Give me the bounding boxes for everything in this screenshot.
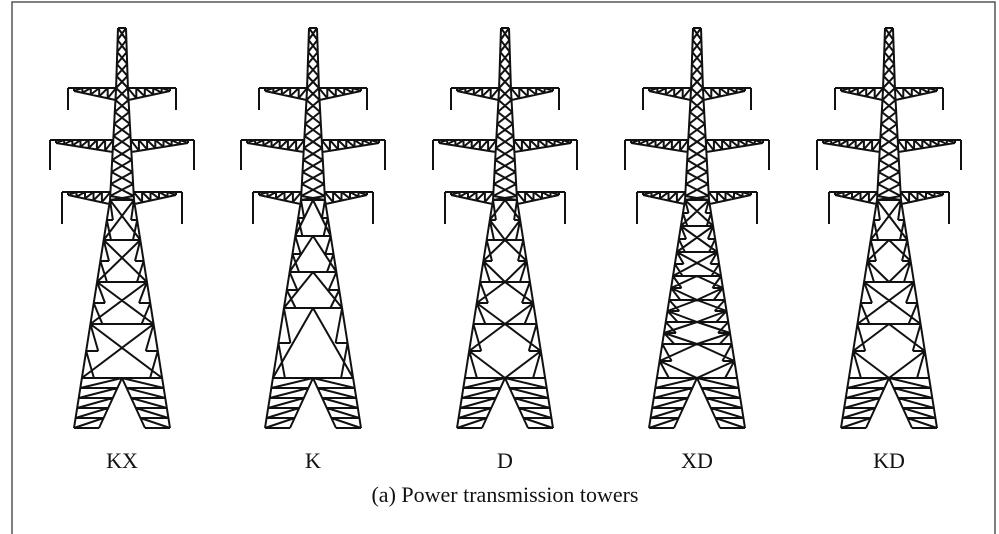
- frame-border: [11, 1, 996, 534]
- tower-kd: [816, 27, 962, 429]
- tower-d: [432, 27, 578, 429]
- tower-label: XD: [681, 448, 713, 473]
- tower-kx: [49, 27, 195, 429]
- towers: KX K D XD KD: [49, 27, 962, 473]
- tower-label: K: [305, 448, 321, 473]
- tower-k: [240, 27, 386, 429]
- caption: (a) Power transmission towers: [371, 482, 638, 507]
- tower-label: KX: [106, 448, 138, 473]
- tower-label: D: [497, 448, 513, 473]
- tower-xd: [624, 27, 770, 429]
- tower-label: KD: [873, 448, 905, 473]
